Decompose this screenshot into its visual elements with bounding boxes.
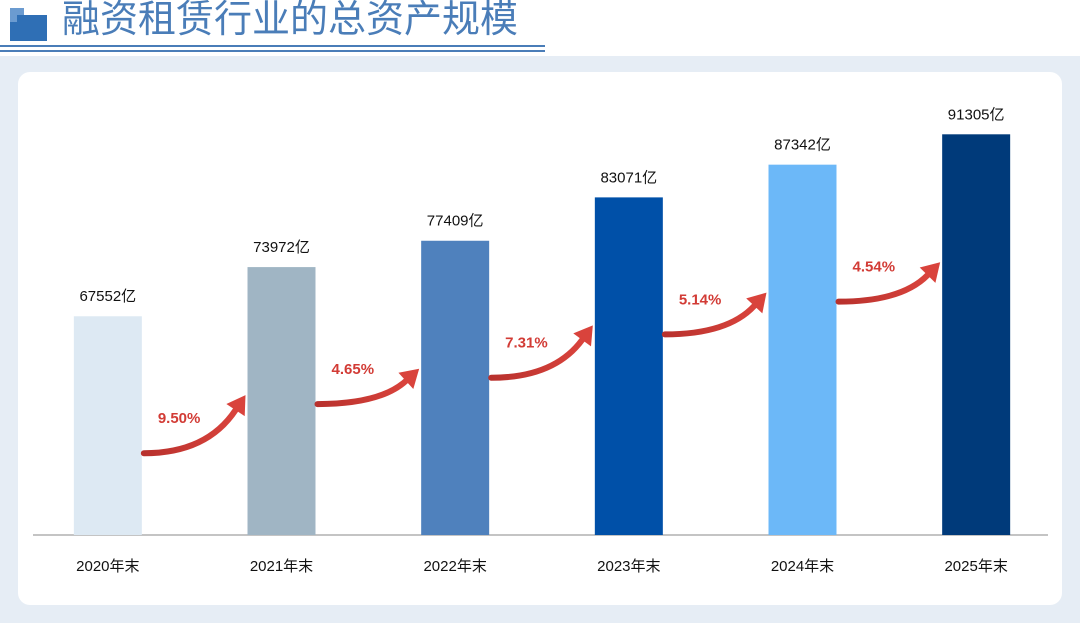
x-tick-label: 2024年末 xyxy=(771,558,834,575)
growth-arrow xyxy=(661,302,758,338)
growth-arrowhead xyxy=(919,262,941,283)
bar xyxy=(942,134,1011,535)
x-tick-label: 2023年末 xyxy=(597,558,660,575)
growth-label: 4.65% xyxy=(332,361,375,378)
growth-arrowhead xyxy=(226,395,246,417)
growth-arrowhead xyxy=(746,292,767,314)
value-label: 77409亿 xyxy=(427,213,484,230)
value-label: 67552亿 xyxy=(79,288,136,305)
title-icon xyxy=(17,15,47,41)
growth-arrow xyxy=(314,377,409,408)
growth-label: 5.14% xyxy=(679,291,722,308)
bar xyxy=(421,240,490,535)
bar xyxy=(594,197,663,536)
bar xyxy=(73,316,142,535)
growth-arrow xyxy=(835,272,931,305)
growth-label: 7.31% xyxy=(505,335,548,352)
value-label: 73972亿 xyxy=(253,239,310,256)
bar xyxy=(768,164,837,535)
bar xyxy=(247,267,316,535)
growth-arrowhead xyxy=(573,325,593,347)
growth-label: 4.54% xyxy=(853,259,896,276)
title-icon xyxy=(10,22,17,41)
x-tick-label: 2020年末 xyxy=(76,558,139,575)
value-label: 83071亿 xyxy=(600,169,657,186)
growth-label: 9.50% xyxy=(158,410,201,427)
x-tick-label: 2025年末 xyxy=(944,558,1007,575)
x-tick-label: 2021年末 xyxy=(250,558,313,575)
growth-arrowhead xyxy=(398,368,420,390)
chart-title: 融资租赁行业的总资产规模 xyxy=(62,0,518,41)
growth-arrow xyxy=(488,336,586,381)
value-label: 87342亿 xyxy=(774,137,831,154)
growth-arrow xyxy=(140,407,239,457)
value-label: 91305亿 xyxy=(948,106,1005,123)
x-tick-label: 2022年末 xyxy=(423,558,486,575)
